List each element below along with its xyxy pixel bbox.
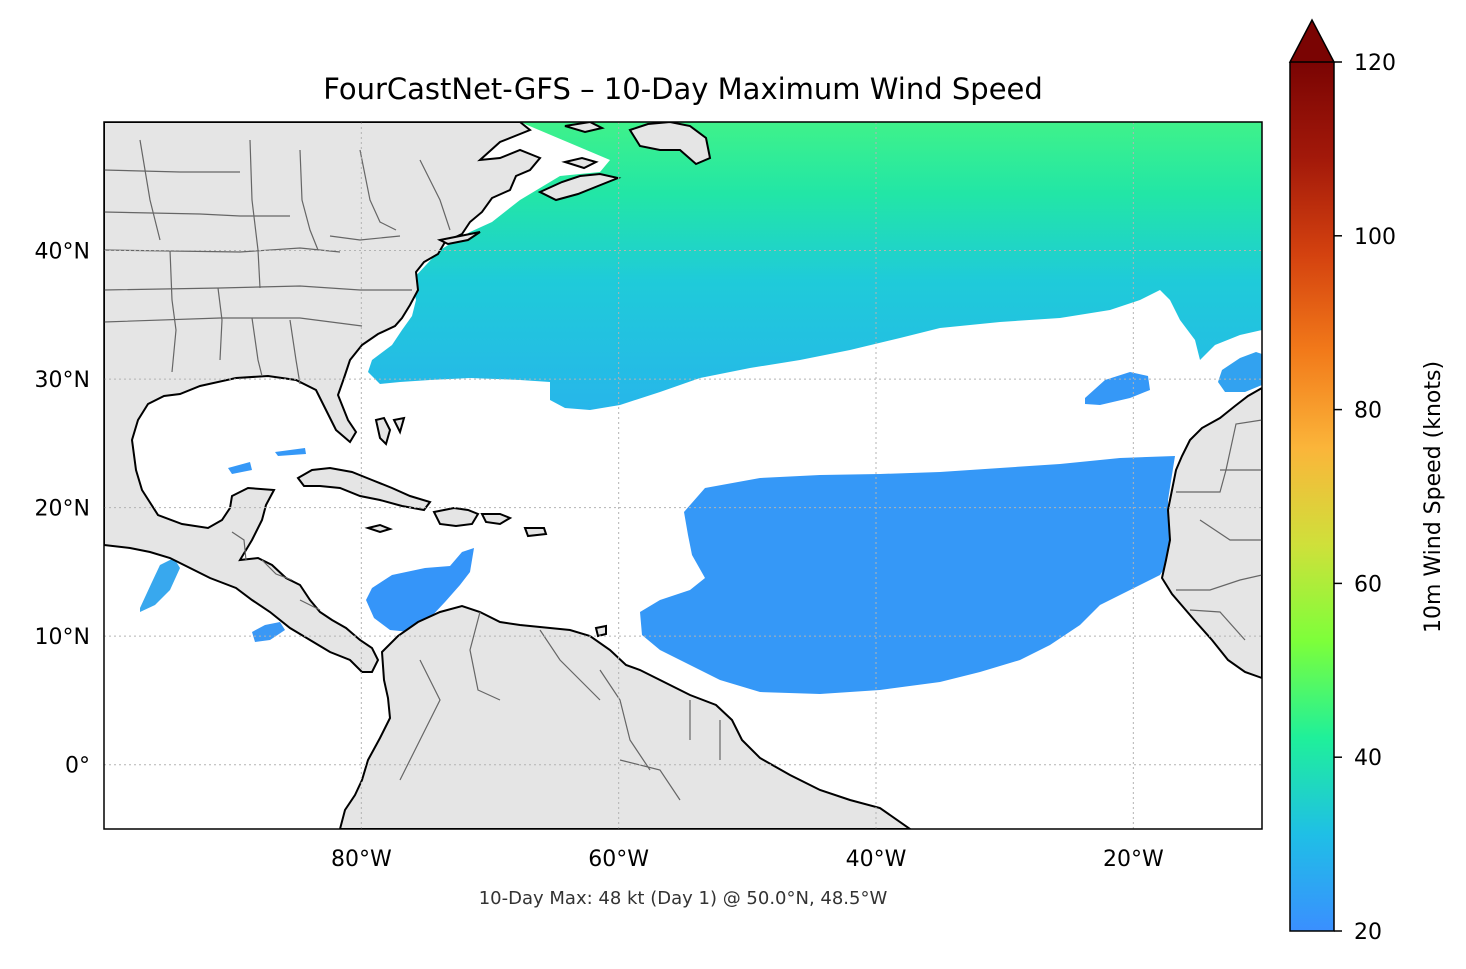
borders: [104, 139, 1262, 801]
nova-scotia: [537, 172, 622, 202]
lat-tick-label: 20°N: [35, 497, 90, 522]
bahamas-2: [392, 416, 406, 435]
wind-region-subtropical-central: [640, 456, 1175, 694]
lon-tick-label: 80°W: [331, 847, 392, 872]
colorbar-tick-label: 80: [1354, 399, 1382, 424]
hispaniola: [432, 506, 480, 528]
lat-tick-label: 0°: [65, 754, 90, 779]
puerto-rico: [480, 513, 513, 526]
longitude-ticks: 80°W 60°W 40°W 20°W: [331, 847, 1164, 872]
land: [104, 122, 1262, 829]
colorbar-ticks: 20 40 60 80 100 120: [1334, 51, 1396, 945]
map-frame: [103, 121, 1263, 830]
colorbar-extend-arrow: [1288, 18, 1336, 63]
colorbar-bar: [1290, 62, 1334, 931]
colorbar-frame: [1289, 62, 1335, 932]
colorbar: 20 40 60 80 100 120 10m Wind Speed (knots): [1288, 18, 1446, 945]
bahamas-andros: [374, 416, 392, 446]
wind-region-caribbean: [366, 548, 474, 632]
wind-region-pacific-small: [252, 622, 285, 642]
lesser-antilles: [523, 527, 548, 538]
colorbar-tick-label: 100: [1354, 225, 1396, 250]
wind-region-gulf-patch: [228, 462, 252, 474]
long-island: [436, 231, 481, 246]
lat-tick-label: 40°N: [35, 240, 90, 265]
colorbar-label: 10m Wind Speed (knots): [1421, 361, 1446, 633]
colorbar-tick-label: 20: [1354, 920, 1382, 945]
wind-region-gulf-patch-2: [275, 448, 306, 456]
lon-tick-label: 20°W: [1103, 847, 1164, 872]
wind-region-north-atlantic: [368, 122, 1262, 410]
anticosti: [564, 122, 605, 134]
lat-tick-label: 10°N: [35, 625, 90, 650]
north-america: [104, 122, 542, 673]
cuba: [296, 466, 432, 512]
gridlines: [104, 122, 1262, 829]
colorbar-tick-label: 120: [1354, 51, 1396, 76]
south-america: [338, 604, 912, 829]
wind-region-pacific-coast: [140, 558, 180, 612]
jamaica: [364, 523, 394, 534]
colorbar-tick-label: 40: [1354, 746, 1382, 771]
colorbar-tick-label: 60: [1354, 572, 1382, 597]
wind-region-east-atlantic-patch: [1085, 372, 1150, 405]
map-title: FourCastNet-GFS – 10-Day Maximum Wind Sp…: [323, 72, 1043, 106]
max-wind-footer: 10-Day Max: 48 kt (Day 1) @ 50.0°N, 48.5…: [479, 888, 888, 909]
trinidad: [594, 624, 607, 638]
wind-region-canary: [1218, 352, 1262, 392]
africa: [1160, 386, 1262, 680]
latitude-ticks: 40°N 30°N 20°N 10°N 0°: [35, 240, 90, 779]
lon-tick-label: 60°W: [588, 847, 649, 872]
lon-tick-label: 40°W: [846, 847, 907, 872]
lat-tick-label: 30°N: [35, 368, 90, 393]
map-area: [104, 122, 1262, 829]
pei: [561, 156, 599, 170]
